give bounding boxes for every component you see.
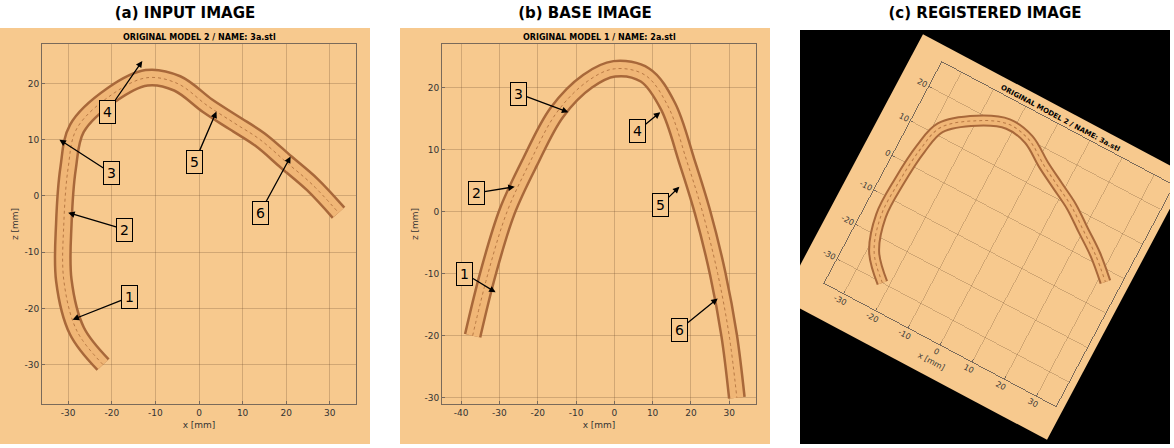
svg-text:20: 20 <box>994 380 1007 393</box>
svg-text:30: 30 <box>723 408 735 418</box>
svg-text:4: 4 <box>633 123 642 139</box>
svg-text:20: 20 <box>685 408 697 418</box>
svg-text:5: 5 <box>190 154 199 170</box>
svg-text:3: 3 <box>107 165 116 181</box>
svg-text:10: 10 <box>428 145 440 155</box>
svg-text:-30: -30 <box>821 248 837 262</box>
svg-text:2: 2 <box>472 185 481 201</box>
svg-text:1: 1 <box>125 289 134 305</box>
svg-text:5: 5 <box>656 197 665 213</box>
svg-text:x [mm]: x [mm] <box>583 420 616 430</box>
svg-text:-20: -20 <box>840 213 856 227</box>
svg-text:3: 3 <box>514 86 523 102</box>
svg-text:0: 0 <box>611 408 617 418</box>
svg-text:-30: -30 <box>61 408 76 418</box>
svg-text:30: 30 <box>1026 397 1039 410</box>
svg-text:-20: -20 <box>424 331 439 341</box>
svg-text:30: 30 <box>324 408 336 418</box>
svg-text:z [mm]: z [mm] <box>10 208 20 240</box>
svg-text:-10: -10 <box>148 408 163 418</box>
svg-text:0: 0 <box>433 207 439 217</box>
svg-text:ORIGINAL MODEL 2 / NAME: 3a.st: ORIGINAL MODEL 2 / NAME: 3a.stl <box>999 84 1121 154</box>
svg-text:ORIGINAL MODEL 2 / NAME: 3a.st: ORIGINAL MODEL 2 / NAME: 3a.stl <box>123 33 276 42</box>
svg-text:-20: -20 <box>104 408 119 418</box>
svg-text:10: 10 <box>647 408 659 418</box>
svg-text:0: 0 <box>932 347 941 357</box>
svg-text:x [mm]: x [mm] <box>183 420 216 430</box>
svg-text:-10: -10 <box>569 408 584 418</box>
svg-text:-40: -40 <box>454 408 469 418</box>
svg-text:-30: -30 <box>24 360 39 370</box>
svg-text:10: 10 <box>962 362 975 375</box>
html-text:(b) BASE IMAGE: (b) BASE IMAGE <box>518 4 652 22</box>
svg-text:4: 4 <box>103 104 112 120</box>
svg-text:20: 20 <box>916 77 929 90</box>
svg-text:1: 1 <box>460 266 469 282</box>
svg-text:20: 20 <box>28 79 40 89</box>
svg-text:ORIGINAL MODEL 1 / NAME: 2a.st: ORIGINAL MODEL 1 / NAME: 2a.stl <box>523 33 676 42</box>
svg-text:6: 6 <box>675 322 684 338</box>
svg-text:z [mm]: z [mm] <box>410 208 420 240</box>
svg-text:-20: -20 <box>530 408 545 418</box>
svg-text:-10: -10 <box>858 179 874 193</box>
svg-text:20: 20 <box>280 408 292 418</box>
svg-text:x [mm]: x [mm] <box>916 351 946 373</box>
svg-text:10: 10 <box>897 111 910 124</box>
svg-text:0: 0 <box>33 191 39 201</box>
svg-text:0: 0 <box>883 148 892 158</box>
html-text:(c) REGISTERED IMAGE: (c) REGISTERED IMAGE <box>888 4 1082 22</box>
svg-text:-20: -20 <box>864 311 880 325</box>
svg-text:0: 0 <box>196 408 202 418</box>
svg-text:-10: -10 <box>424 269 439 279</box>
svg-text:-20: -20 <box>24 304 39 314</box>
svg-text:-30: -30 <box>424 393 439 403</box>
svg-text:2: 2 <box>120 222 129 238</box>
svg-text:10: 10 <box>28 135 40 145</box>
svg-text:20: 20 <box>428 83 440 93</box>
svg-text:-30: -30 <box>492 408 507 418</box>
svg-text:-10: -10 <box>896 328 912 342</box>
svg-text:-30: -30 <box>832 293 848 307</box>
html-text:(a) INPUT IMAGE: (a) INPUT IMAGE <box>114 4 256 22</box>
svg-text:-10: -10 <box>24 247 39 257</box>
svg-text:10: 10 <box>237 408 249 418</box>
svg-text:6: 6 <box>256 205 265 221</box>
